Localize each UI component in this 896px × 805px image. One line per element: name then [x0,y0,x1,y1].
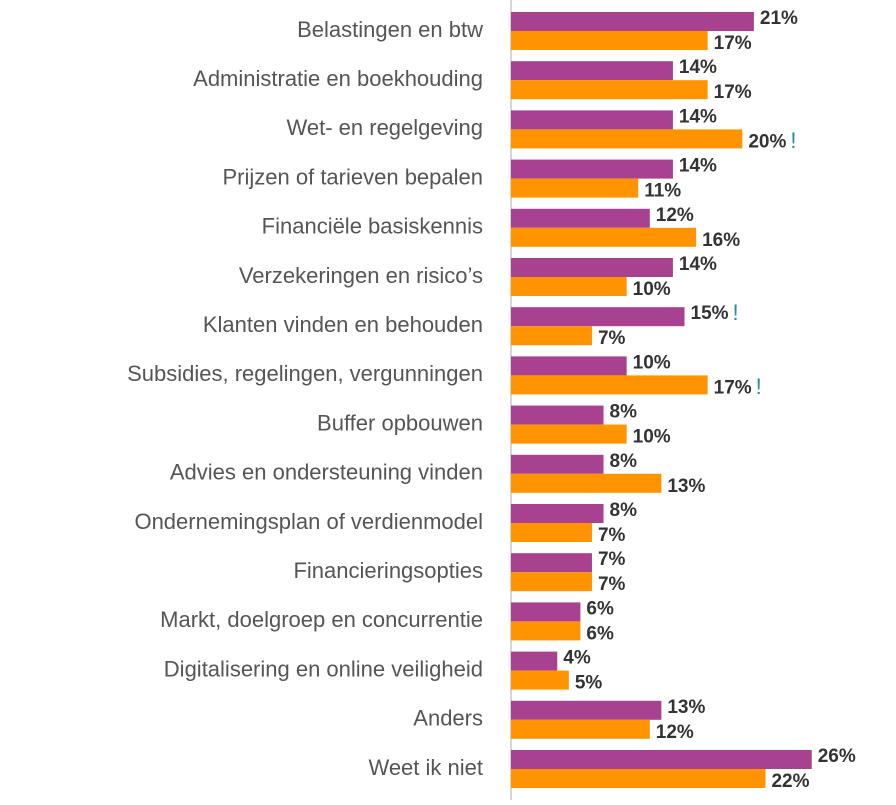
category-label: Administratie en boekhouding [193,66,483,91]
bar [511,258,673,277]
bar [511,454,604,474]
category-label: Buffer opbouwen [317,410,483,435]
value-label: 21% [760,8,798,29]
bar [511,375,708,395]
bar [511,553,592,573]
category-label: Advies en ondersteuning vinden [170,460,483,485]
bar [511,405,604,425]
value-label: 10% [633,427,671,448]
category-label: Financiële basiskennis [262,214,483,239]
value-label: 12% [656,205,694,226]
value-flag: ! [733,300,739,325]
value-label: 17% [714,377,752,398]
category-label: Digitalisering en online veiligheid [164,656,483,681]
category-label: Weet ik niet [368,755,483,780]
value-label: 14% [679,106,717,127]
bar [511,307,685,327]
value-label: 13% [667,476,705,497]
category-label: Markt, doelgroep en concurrentie [160,607,483,632]
value-label: 17% [714,33,752,54]
bar [511,504,604,523]
value-label: 15% [691,303,729,324]
value-flag: ! [790,128,796,153]
bar [511,159,673,179]
bar [511,110,673,130]
bar [511,178,639,198]
bar [511,621,581,641]
category-label: Anders [413,706,483,731]
value-label: 14% [679,254,717,275]
value-label: 7% [598,549,626,570]
value-label: 14% [679,57,717,78]
bar [511,750,812,769]
value-label: 10% [633,279,671,300]
bar [511,602,581,622]
bar [511,12,754,31]
bar [511,277,627,296]
value-label: 6% [586,623,614,644]
category-label: Financieringsopties [293,558,483,583]
bar [511,227,697,247]
value-label: 22% [771,771,809,792]
bar [511,80,708,100]
bar [511,208,650,228]
value-label: 10% [633,352,671,373]
value-label: 7% [598,525,626,546]
bar [511,700,662,720]
bar [511,424,627,444]
category-label: Verzekeringen en risico’s [239,263,483,288]
value-label: 8% [610,402,638,423]
bar [511,769,766,788]
category-label: Wet- en regelgeving [287,115,484,140]
bar [511,523,592,542]
bar [511,473,662,493]
value-label: 26% [818,746,856,767]
value-flag: ! [756,374,762,399]
value-label: 4% [563,648,591,669]
bar [511,326,592,346]
value-label: 16% [702,230,740,251]
bar [511,31,708,50]
category-label: Klanten vinden en behouden [203,312,483,337]
bar [511,129,743,149]
value-label: 14% [679,156,717,177]
value-label: 5% [575,673,603,694]
bar [511,719,650,739]
value-label: 8% [610,451,638,472]
bar [511,61,673,81]
value-label: 6% [586,598,614,619]
value-label: 7% [598,328,626,349]
value-label: 12% [656,722,694,743]
category-label: Prijzen of tarieven bepalen [223,164,484,189]
category-label: Subsidies, regelingen, vergunningen [127,361,483,386]
value-label: 11% [644,181,681,202]
value-label: 7% [598,574,626,595]
value-label: 13% [667,697,705,718]
value-label: 8% [610,500,638,521]
value-label: 17% [714,82,752,103]
category-label: Ondernemingsplan of verdienmodel [134,509,483,534]
bar [511,572,592,592]
value-label: 20% [748,131,786,152]
bar [511,670,569,690]
bar [511,356,627,376]
bar [511,651,558,671]
category-label: Belastingen en btw [297,17,483,42]
